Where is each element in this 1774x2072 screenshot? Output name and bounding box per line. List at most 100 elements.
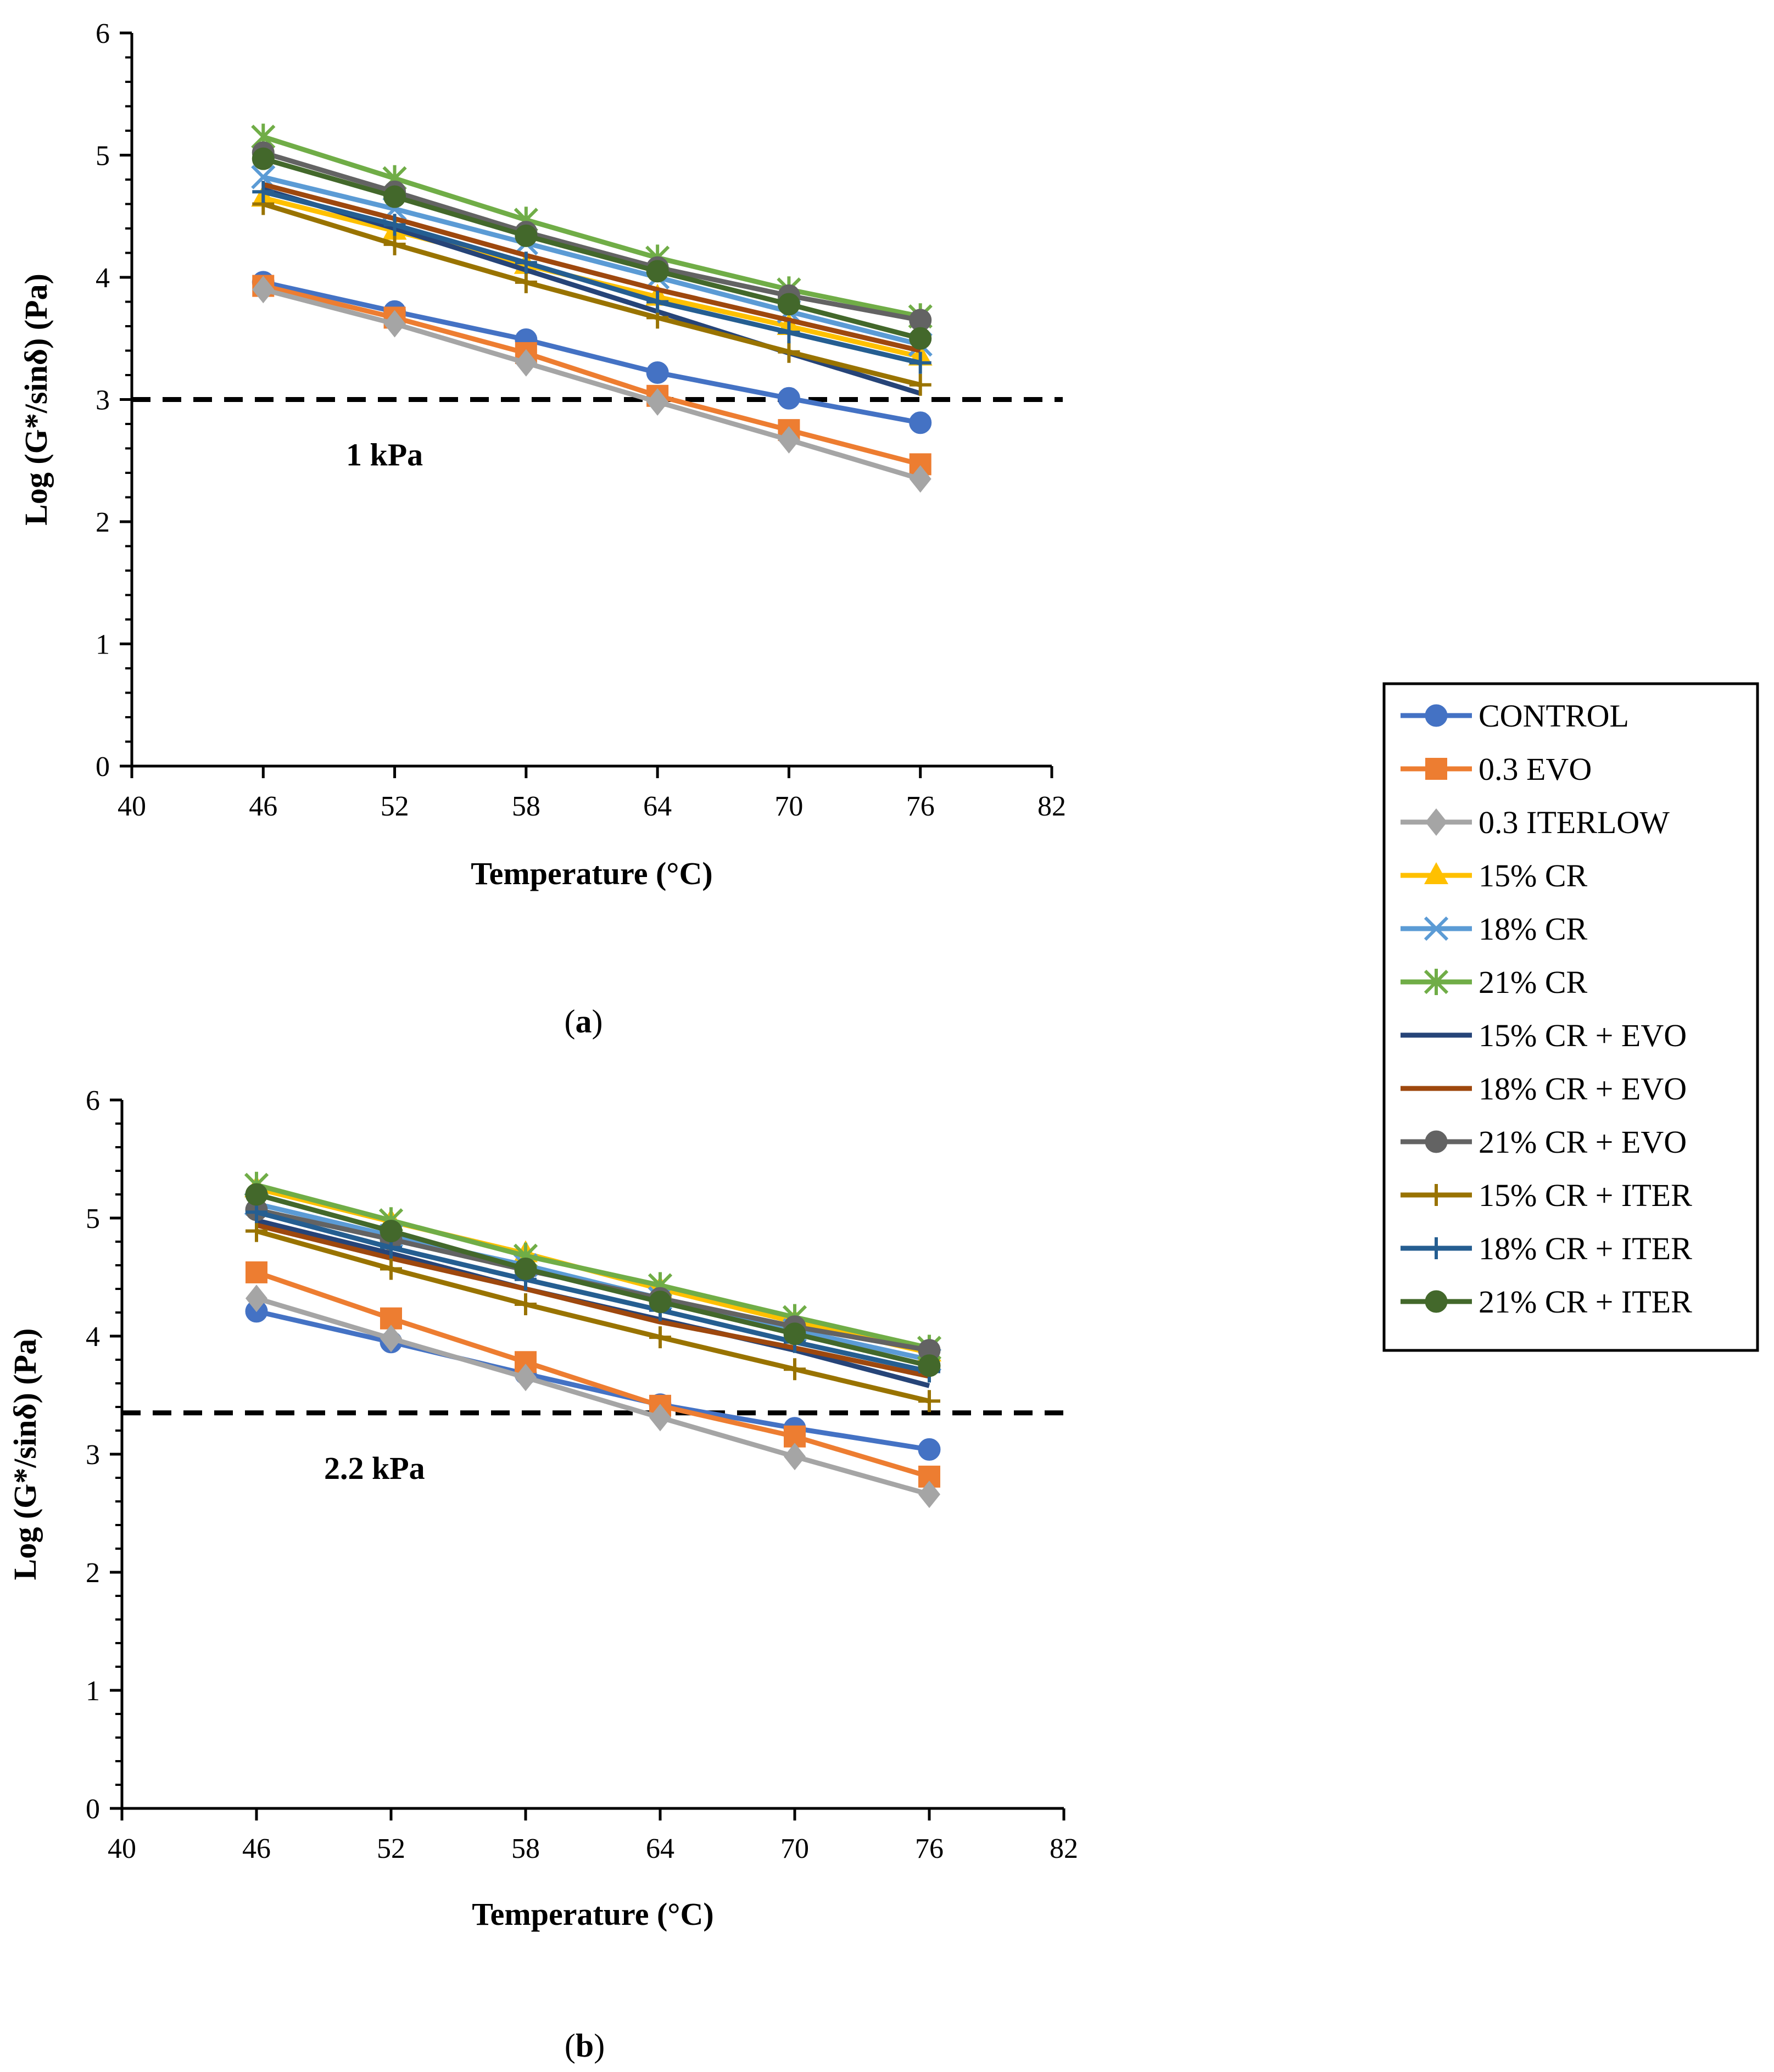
series-line xyxy=(263,189,921,366)
data-point xyxy=(918,1390,940,1412)
data-point xyxy=(252,181,275,203)
data-point xyxy=(783,1322,806,1345)
legend-entry: 18% CR + ITER xyxy=(1401,1231,1692,1266)
x-tick-label: 70 xyxy=(774,791,803,822)
threshold-label: 1 kPa xyxy=(346,437,423,473)
series-line xyxy=(262,202,921,388)
y-tick-label: 4 xyxy=(96,263,110,294)
data-point xyxy=(380,1220,403,1243)
data-point xyxy=(515,1293,537,1315)
x-tick-label: 40 xyxy=(108,1833,136,1864)
data-point xyxy=(918,1481,940,1509)
data-point xyxy=(646,260,669,283)
legend-marker xyxy=(1425,1290,1448,1313)
data-point xyxy=(778,340,800,363)
data-point xyxy=(649,1404,671,1432)
y-tick-label: 0 xyxy=(96,751,110,783)
y-tick-label: 6 xyxy=(96,18,110,49)
legend-label: 18% CR + ITER xyxy=(1479,1231,1692,1266)
legend-label: CONTROL xyxy=(1479,698,1629,734)
data-point xyxy=(778,321,800,344)
series-line xyxy=(255,1228,930,1404)
series-line xyxy=(263,280,921,426)
data-point xyxy=(515,224,538,247)
x-axis-title: Temperature (°C) xyxy=(471,856,712,891)
data-point xyxy=(383,185,406,208)
x-tick-label: 82 xyxy=(1050,1833,1078,1864)
y-tick-label: 3 xyxy=(86,1439,100,1471)
x-tick-label: 82 xyxy=(1037,791,1066,822)
data-point xyxy=(777,293,800,316)
series-line xyxy=(255,1209,930,1374)
data-point xyxy=(646,291,669,313)
legend-box xyxy=(1382,682,1759,1352)
x-tick-label: 76 xyxy=(915,1833,944,1864)
data-point xyxy=(784,1358,806,1381)
data-point xyxy=(514,1257,537,1280)
series-0-3-iterlow xyxy=(252,276,931,493)
y-tick-label: 2 xyxy=(96,507,110,538)
chart-panel-a: 0 1 2 3 4 5 6 40 46 52 58 64 70 76 82 Temperature (°C) L… xyxy=(18,18,1066,1040)
data-point xyxy=(649,1326,671,1349)
data-point xyxy=(246,1284,267,1313)
legend-label: 15% CR xyxy=(1479,858,1588,893)
series-line xyxy=(263,287,921,482)
legend-entry: 21% CR + EVO xyxy=(1401,1124,1687,1160)
series-line xyxy=(255,1182,930,1350)
series-line xyxy=(263,187,922,396)
legend-label: 18% CR xyxy=(1479,911,1588,947)
series-15-cr-iter xyxy=(246,1220,940,1412)
y-tick-label: 1 xyxy=(96,629,110,661)
legend-label: 18% CR + EVO xyxy=(1479,1071,1687,1107)
threshold-label: 2.2 kPa xyxy=(324,1450,425,1486)
series-line xyxy=(263,283,921,467)
series-line xyxy=(263,150,921,323)
data-point xyxy=(646,361,669,384)
series-0-3-iterlow xyxy=(246,1284,940,1509)
data-point xyxy=(380,1325,402,1353)
legend-marker xyxy=(1424,969,1449,995)
y-tick-label: 5 xyxy=(86,1203,100,1235)
legend-label: 21% CR + ITER xyxy=(1479,1284,1692,1320)
chart-panel-b: 0 1 2 3 4 5 6 40 46 52 58 64 70 76 82 Temperature (°C) L… xyxy=(7,1085,1078,2064)
x-tick-label: 46 xyxy=(242,1833,271,1864)
data-point xyxy=(515,1364,537,1392)
series-21-cr-iter xyxy=(245,1183,941,1377)
legend-label: 21% CR xyxy=(1479,964,1588,1000)
legend-entry: 21% CR xyxy=(1401,964,1588,1000)
data-point xyxy=(918,1354,941,1377)
x-axis-title: Temperature (°C) xyxy=(472,1896,713,1932)
data-point xyxy=(515,349,537,377)
legend-marker xyxy=(1425,1130,1448,1153)
data-point xyxy=(909,327,932,350)
legend-entry: 15% CR + EVO xyxy=(1401,1018,1687,1053)
y-axis-title: Log (G*/sinδ) (Pa) xyxy=(7,1328,43,1580)
x-tick-label: 52 xyxy=(377,1833,405,1864)
data-point xyxy=(246,1261,267,1283)
data-point xyxy=(784,1443,806,1471)
series-15-cr xyxy=(251,185,933,366)
legend-label: 0.3 ITERLOW xyxy=(1479,805,1670,840)
series-18-cr-evo xyxy=(263,182,921,353)
legend-marker xyxy=(1425,1237,1447,1259)
series-line xyxy=(255,1192,930,1369)
chart-legend: CONTROL 0.3 EVO 0.3 ITERLOW 15% CR 18% CR 21%… xyxy=(1382,682,1759,1352)
y-tick-label: 4 xyxy=(86,1321,100,1353)
x-tick-label: 64 xyxy=(646,1833,674,1864)
data-point xyxy=(909,411,932,434)
y-tick-label: 0 xyxy=(86,1794,100,1825)
legend-marker xyxy=(1425,704,1448,727)
y-tick-label: 1 xyxy=(86,1676,100,1707)
data-point xyxy=(246,1220,267,1242)
data-point xyxy=(778,426,800,454)
x-tick-label: 46 xyxy=(249,791,277,822)
series-line xyxy=(255,1309,930,1452)
data-point xyxy=(252,147,275,170)
data-point xyxy=(777,387,800,410)
x-tick-label: 40 xyxy=(118,791,146,822)
series-line xyxy=(262,134,921,319)
legend-marker xyxy=(1424,862,1448,884)
series-15-cr-evo xyxy=(263,187,922,396)
legend-entry: 15% CR xyxy=(1401,858,1588,893)
series-21-cr-iter xyxy=(252,147,932,350)
